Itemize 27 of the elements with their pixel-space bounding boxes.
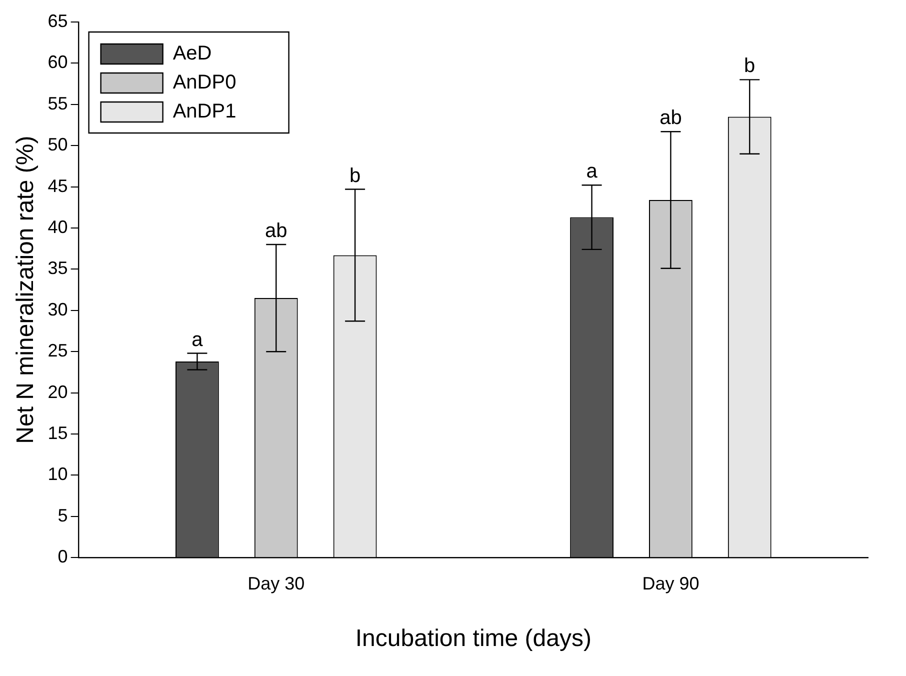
annotation: a bbox=[192, 328, 204, 351]
y-tick-label: 50 bbox=[48, 134, 68, 155]
y-axis-title: Net N mineralization rate (%) bbox=[12, 136, 40, 444]
annotation: a bbox=[586, 160, 598, 183]
y-tick-label: 25 bbox=[48, 340, 68, 361]
annotation: ab bbox=[264, 220, 288, 242]
y-tick-label: 55 bbox=[48, 93, 68, 114]
y-tick-label: 45 bbox=[48, 176, 68, 196]
x-axis-title: Incubation time (days) bbox=[355, 625, 592, 652]
y-tick-label: 20 bbox=[48, 382, 68, 402]
y-tick-label: 10 bbox=[48, 464, 68, 484]
x-tick-label: Day 90 bbox=[642, 573, 700, 594]
annotation: b bbox=[744, 55, 756, 78]
y-tick-label: 30 bbox=[48, 299, 68, 320]
legend-label: AeD bbox=[172, 42, 212, 65]
y-tick-label: 40 bbox=[48, 216, 68, 237]
y-tick-label: 15 bbox=[48, 422, 68, 443]
x-tick-label: Day 30 bbox=[248, 573, 305, 594]
y-tick-label: 65 bbox=[48, 10, 68, 31]
y-tick-label: 5 bbox=[58, 505, 68, 526]
y-tick-label: 60 bbox=[48, 52, 68, 72]
annotation: ab bbox=[660, 107, 682, 130]
y-tick-label: 35 bbox=[48, 258, 68, 278]
legend-label: AnDP1 bbox=[172, 100, 236, 123]
legend-label: AnDP0 bbox=[172, 72, 236, 94]
y-tick-label: 0 bbox=[58, 546, 68, 567]
annotation: b bbox=[349, 164, 361, 187]
